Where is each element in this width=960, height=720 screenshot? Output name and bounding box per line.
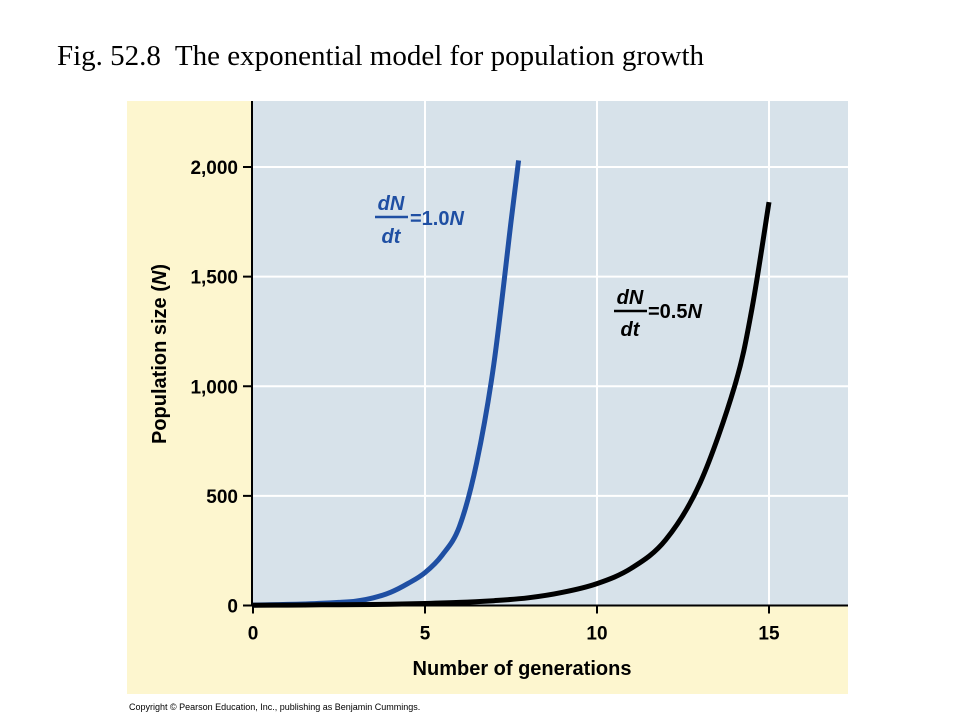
annotation-slow-rhs: =0.5N — [648, 301, 702, 323]
grid-lines — [252, 101, 848, 606]
y-axis-title: Population size (N) — [149, 264, 171, 444]
x-tick-label-10: 10 — [586, 624, 607, 645]
series-lines — [252, 160, 772, 608]
slide-title: Fig. 52.8 The exponential model for popu… — [57, 40, 705, 72]
y-tick-label-0: 0 — [227, 597, 238, 618]
y-tick-label-1500: 1,500 — [190, 268, 238, 289]
annotation-slow-denominator: dt — [621, 319, 641, 341]
copyright-notice: Copyright © Pearson Education, Inc., pub… — [129, 702, 421, 712]
annotation-fast-numerator: dN — [378, 193, 405, 215]
x-tick-label-0: 0 — [248, 624, 259, 645]
x-tick-label-5: 5 — [420, 624, 431, 645]
population-growth-chart: 0 5 10 15 0 500 1,000 1,500 2,000 Population siz… — [127, 101, 848, 694]
annotation-fast-growth: dN dt =1.0N — [375, 193, 464, 248]
figure-panel: 0 5 10 15 0 500 1,000 1,500 2,000 Population siz… — [127, 101, 848, 694]
x-axis-title: Number of generations — [413, 658, 632, 680]
annotation-fast-denominator: dt — [382, 226, 402, 248]
x-tick-label-15: 15 — [758, 624, 780, 645]
annotation-slow-growth: dN dt =0.5N — [614, 287, 702, 341]
annotation-slow-numerator: dN — [617, 287, 644, 309]
plot-area — [252, 101, 848, 606]
y-tick-label-2000: 2,000 — [190, 158, 238, 179]
tick-labels: 0 5 10 15 0 500 1,000 1,500 2,000 — [190, 158, 780, 645]
annotation-fast-rhs: =1.0N — [410, 208, 464, 230]
y-tick-label-500: 500 — [206, 487, 238, 508]
series-line-slow-growth — [252, 201, 772, 608]
y-tick-label-1000: 1,000 — [190, 377, 238, 398]
